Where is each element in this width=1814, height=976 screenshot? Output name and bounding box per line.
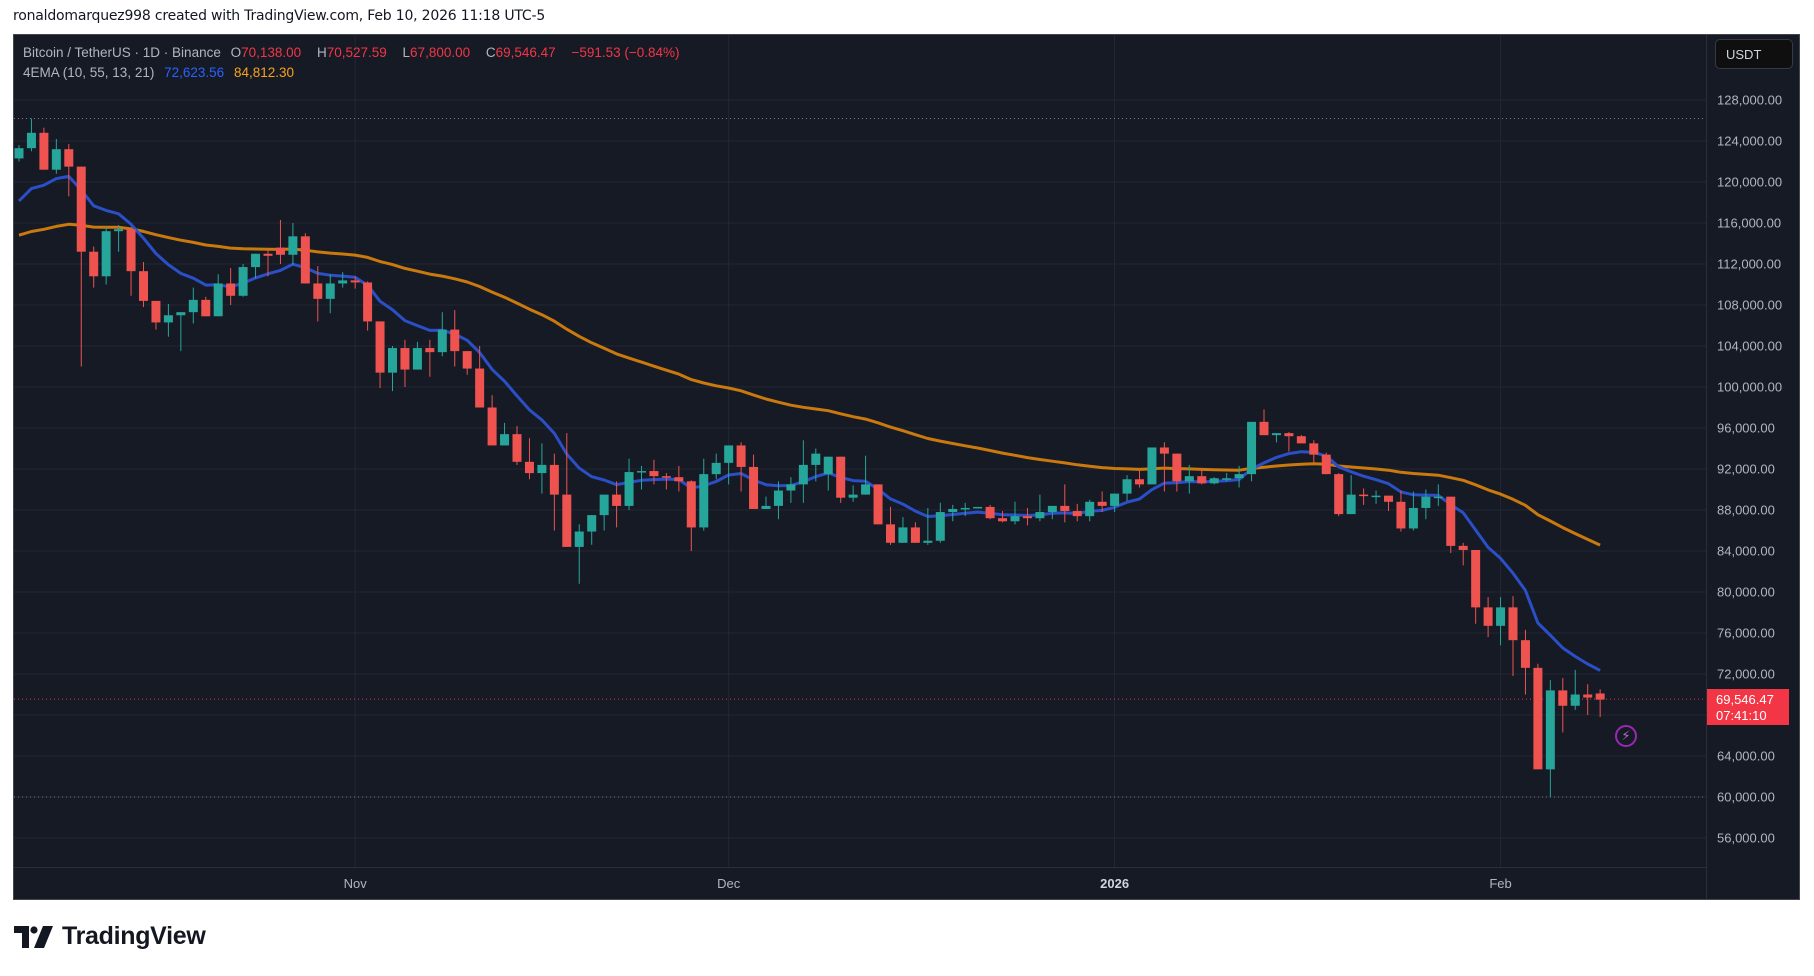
- price-tick: 88,000.00: [1717, 502, 1775, 518]
- ohlc-low: L67,800.00: [402, 45, 471, 60]
- chart-credit: ronaldomarquez998 created with TradingVi…: [13, 8, 546, 24]
- price-tick: 112,000.00: [1717, 256, 1782, 272]
- ohlc-high: H70,527.59: [316, 45, 387, 60]
- time-axis[interactable]: Nov Dec 2026 Feb: [14, 867, 1706, 900]
- ohlc-close: C69,546.47: [485, 45, 556, 60]
- ema-slow-value: 84,812.30: [233, 65, 294, 80]
- price-tick: 64,000.00: [1717, 748, 1775, 764]
- price-tick: 72,000.00: [1717, 666, 1775, 682]
- price-tick: 100,000.00: [1717, 379, 1783, 395]
- price-tick: 80,000.00: [1717, 584, 1775, 600]
- price-tick: 60,000.00: [1717, 789, 1775, 805]
- price-change: −591.53 (−0.84%): [571, 45, 680, 60]
- price-tick: 76,000.00: [1717, 625, 1775, 641]
- tradingview-logo-text: TradingView: [62, 922, 206, 950]
- currency-button[interactable]: USDT: [1715, 39, 1793, 69]
- price-tick: 92,000.00: [1717, 461, 1775, 477]
- last-price-value: 69,546.47: [1716, 692, 1774, 708]
- time-label: Feb: [1489, 876, 1512, 891]
- price-tick: 128,000.00: [1717, 92, 1783, 108]
- price-tick: 124,000.00: [1717, 133, 1783, 149]
- price-tick: 96,000.00: [1717, 420, 1775, 436]
- price-tick: 120,000.00: [1717, 174, 1783, 190]
- price-tick: 84,000.00: [1717, 543, 1775, 559]
- tradingview-logo[interactable]: TradingView: [14, 922, 206, 951]
- candlestick-chart[interactable]: [14, 35, 1706, 867]
- price-tick: 108,000.00: [1717, 297, 1783, 313]
- chart-frame: Bitcoin / TetherUS · 1D · Binance O70,13…: [13, 34, 1800, 900]
- price-tick: 116,000.00: [1717, 215, 1782, 231]
- chart-legend: Bitcoin / TetherUS · 1D · Binance O70,13…: [23, 43, 686, 83]
- tradingview-logo-icon: [14, 925, 53, 948]
- symbol-row: Bitcoin / TetherUS · 1D · Binance O70,13…: [23, 43, 686, 63]
- bar-countdown: 07:41:10: [1716, 708, 1767, 724]
- price-axis[interactable]: USDT 128,000.00 124,000.00 120,000.00 116,0…: [1706, 35, 1800, 899]
- price-tick: 56,000.00: [1717, 830, 1775, 846]
- lightning-icon[interactable]: ⚡: [1615, 725, 1637, 747]
- time-label: Dec: [717, 876, 741, 891]
- chart-plot-area[interactable]: Bitcoin / TetherUS · 1D · Binance O70,13…: [14, 35, 1706, 867]
- time-label: Nov: [343, 876, 367, 891]
- indicator-row: 4EMA (10, 55, 13, 21) 72,623.56 84,812.3…: [23, 63, 686, 83]
- price-tick: 104,000.00: [1717, 338, 1783, 354]
- symbol-title[interactable]: Bitcoin / TetherUS · 1D · Binance: [23, 45, 221, 60]
- ema-fast-value: 72,623.56: [164, 65, 225, 80]
- indicator-title[interactable]: 4EMA (10, 55, 13, 21): [23, 65, 155, 80]
- last-price-tag: 69,546.47 07:41:10: [1707, 689, 1789, 726]
- ohlc-open: O70,138.00: [230, 45, 302, 60]
- time-label: 2026: [1100, 876, 1130, 891]
